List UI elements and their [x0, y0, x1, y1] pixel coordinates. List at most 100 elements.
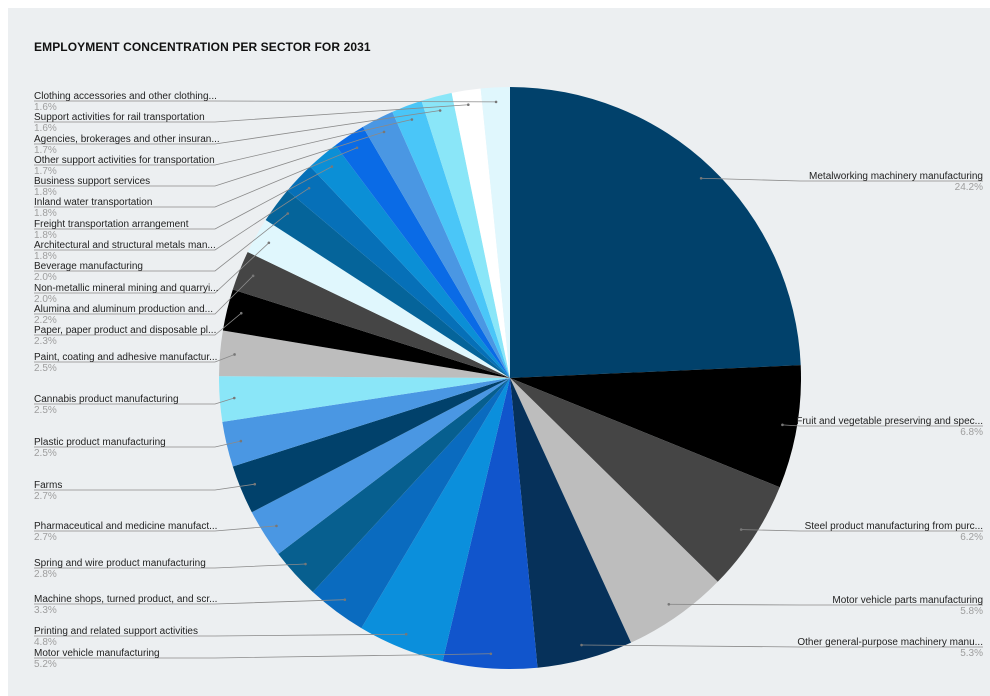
slice-label: Steel product manufacturing from purc... [805, 521, 983, 532]
slice-label: Plastic product manufacturing [34, 437, 166, 448]
slice-label: Pharmaceutical and medicine manufact... [34, 521, 217, 532]
leader-dot [233, 353, 236, 356]
slice-label: Spring and wire product manufacturing [34, 558, 206, 569]
leader-dot [304, 562, 307, 566]
pie-slice [232, 251, 511, 378]
slice-label: Agencies, brokerages and other insuran..… [34, 134, 220, 145]
slice-percent: 2.7% [34, 532, 57, 543]
slice-label: Paper, paper product and disposable pl..… [34, 325, 216, 336]
leader-dot [239, 311, 243, 315]
pie-slice [392, 100, 510, 378]
leader-line [741, 529, 983, 532]
leader-line [34, 166, 333, 230]
leader-line [34, 312, 242, 336]
leader-line [34, 563, 306, 569]
leader-dot [739, 528, 743, 531]
leader-line [34, 599, 345, 605]
leader-dot [699, 176, 703, 180]
pie-slice [219, 330, 510, 378]
leader-dot [251, 274, 255, 278]
pie-slice [510, 378, 780, 582]
pie-slice [451, 88, 510, 378]
leader-dot [275, 524, 278, 528]
slice-percent: 1.7% [34, 166, 57, 177]
pie-slice [222, 289, 510, 378]
slice-label: Printing and related support activities [34, 626, 198, 637]
leader-line [34, 100, 497, 103]
slice-label: Motor vehicle manufacturing [34, 648, 160, 659]
leader-dot [404, 632, 408, 636]
slice-label: Fruit and vegetable preserving and spec.… [796, 416, 983, 427]
pie-slice [232, 378, 511, 513]
leader-dot [489, 652, 493, 656]
leader-line [34, 131, 385, 187]
slice-percent: 1.8% [34, 230, 57, 241]
pie-slice [222, 378, 511, 467]
slice-label: Paint, coating and adhesive manufactur..… [34, 352, 217, 363]
slice-percent: 4.8% [34, 637, 57, 648]
leader-line [34, 354, 235, 363]
slice-percent: 1.6% [34, 123, 57, 134]
leader-dot [382, 130, 386, 134]
pie-slice [480, 87, 510, 378]
slice-percent: 6.8% [960, 427, 983, 438]
slice-label: Support activities for rail transportati… [34, 112, 205, 123]
leader-line [782, 424, 983, 427]
slice-label: Metalworking machinery manufacturing [809, 171, 983, 182]
slice-label: Other general-purpose machinery manu... [797, 637, 983, 648]
leader-line [34, 110, 441, 145]
slice-label: Cannabis product manufacturing [34, 394, 179, 405]
leader-line [34, 147, 358, 208]
slice-label: Motor vehicle parts manufacturing [832, 595, 983, 606]
leader-dot [355, 146, 359, 150]
slice-percent: 1.8% [34, 187, 57, 198]
leader-line [34, 242, 270, 294]
slice-percent: 2.5% [34, 405, 57, 416]
leader-dot [343, 598, 347, 601]
leader-line [34, 397, 235, 405]
pie-slice [442, 378, 538, 669]
slice-percent: 5.3% [960, 648, 983, 659]
leader-dot [267, 241, 271, 245]
slice-label: Beverage manufacturing [34, 261, 143, 272]
leader-line [34, 653, 491, 659]
slice-percent: 6.2% [960, 532, 983, 543]
leader-line [668, 603, 983, 606]
slice-label: Freight transportation arrangement [34, 219, 189, 230]
slice-label: Machine shops, turned product, and scr..… [34, 594, 217, 605]
pie-slice [310, 145, 510, 378]
slice-percent: 1.8% [34, 251, 57, 262]
slice-percent: 2.7% [34, 491, 57, 502]
pie-slice [247, 219, 510, 378]
slice-label: Inland water transportation [34, 197, 152, 208]
pie-slice [361, 378, 510, 662]
leader-line [34, 633, 407, 637]
leader-dot [253, 482, 257, 486]
leader-dot [239, 439, 243, 443]
leader-line [581, 644, 983, 648]
leader-line [34, 187, 310, 251]
leader-dot [494, 100, 498, 104]
leader-dot [467, 103, 470, 107]
pie-slice [312, 378, 510, 629]
pie-slice [510, 365, 801, 488]
slice-percent: 2.0% [34, 272, 57, 283]
slice-label: Architectural and structural metals man.… [34, 240, 216, 251]
slice-label: Non-metallic mineral mining and quarryi.… [34, 283, 219, 294]
leader-dot [781, 423, 784, 427]
leader-dot [286, 212, 290, 215]
leader-line [34, 119, 412, 166]
slice-percent: 3.3% [34, 605, 57, 616]
pie-slice [421, 92, 510, 378]
leader-dot [438, 109, 442, 112]
slice-percent: 2.2% [34, 315, 57, 326]
leader-line [34, 525, 277, 532]
leader-dot [667, 602, 671, 606]
slice-percent: 1.8% [34, 208, 57, 219]
slice-percent: 2.8% [34, 569, 57, 580]
leader-dot [330, 165, 334, 168]
slice-percent: 24.2% [955, 182, 983, 193]
pie-slice [335, 126, 510, 379]
pie-slice [510, 378, 718, 643]
pie-slice [278, 378, 510, 593]
